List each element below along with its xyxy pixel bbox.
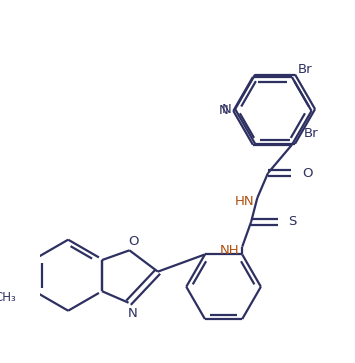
Text: O: O <box>302 167 312 180</box>
Text: NH: NH <box>220 244 240 257</box>
Text: CH₃: CH₃ <box>0 291 16 304</box>
Text: N: N <box>128 307 138 320</box>
Text: O: O <box>129 235 139 248</box>
Text: HN: HN <box>235 195 255 208</box>
Text: S: S <box>288 215 296 228</box>
Text: N: N <box>222 103 231 116</box>
Text: N: N <box>219 105 229 117</box>
Text: Br: Br <box>304 127 318 140</box>
Text: Br: Br <box>298 64 313 77</box>
